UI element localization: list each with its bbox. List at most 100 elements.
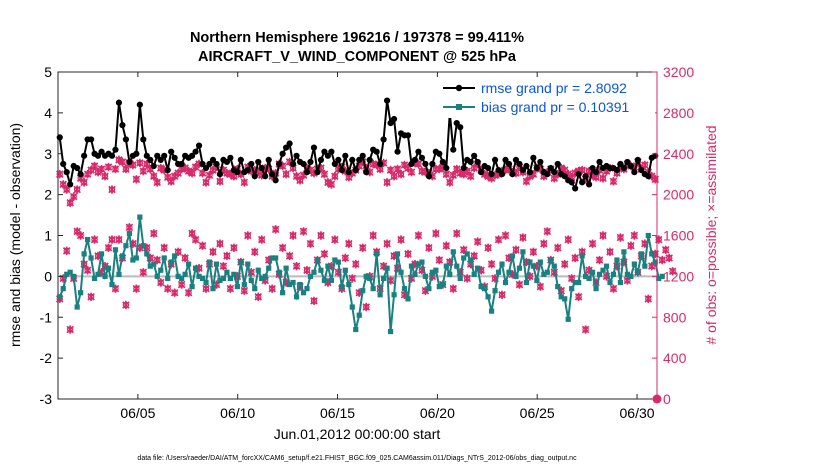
rmse-point: [453, 119, 460, 127]
y-tick-label: 3: [44, 146, 52, 162]
rmse-point: [429, 160, 436, 168]
rmse-point: [380, 136, 387, 143]
obs-high-point-ring: [80, 179, 88, 186]
left-y-axis: -3 -2 -1 0 1 2 3 4 5: [40, 64, 63, 407]
bias-point: [168, 259, 174, 265]
bias-point: [109, 281, 115, 288]
bias-point: [412, 271, 418, 277]
obs-low-point-ring: [655, 236, 662, 243]
rmse-point: [645, 173, 652, 180]
obs-low-point-ring: [624, 277, 631, 284]
obs-low-point-ring: [582, 326, 589, 333]
obs-high-point-ring: [446, 179, 453, 186]
bias-point: [405, 296, 411, 302]
bias-point: [569, 286, 575, 292]
bias-point: [273, 255, 279, 261]
bias-point: [227, 275, 233, 282]
obs-low-point-ring: [484, 244, 492, 251]
obs-low-point-ring: [450, 285, 457, 292]
rmse-point: [596, 158, 603, 166]
obs-low-point-ring: [453, 230, 460, 237]
bias-point: [98, 251, 105, 257]
bias-point: [269, 255, 275, 261]
rmse-point: [579, 179, 586, 186]
obs-high-point-ring: [154, 179, 161, 186]
obs-low-point-ring: [488, 260, 495, 268]
bias-point: [482, 286, 488, 292]
bias-point: [130, 257, 136, 263]
obs-low-point-ring: [363, 303, 370, 311]
bias-point: [649, 251, 655, 257]
bias-point: [158, 267, 164, 273]
bias-point: [645, 232, 651, 239]
rmse-point: [307, 158, 314, 166]
bias-point: [349, 304, 355, 310]
obs-high-point-ring: [610, 178, 617, 185]
bias-point: [478, 283, 484, 290]
legend: rmse grand pr = 2.8092 bias grand pr = 0…: [439, 78, 655, 118]
bias-point: [140, 243, 146, 249]
obs-low-point-ring: [181, 254, 189, 262]
bias-point: [318, 267, 324, 273]
bias-point: [617, 279, 624, 286]
bias-point: [335, 259, 341, 265]
rmse-point: [575, 171, 582, 178]
x-tick-label: 06/30: [620, 405, 655, 421]
bias-point: [311, 269, 317, 275]
rmse-point: [140, 136, 147, 143]
obs-high-point-ring: [87, 166, 95, 174]
bias-point: [370, 286, 376, 292]
bias-point: [433, 267, 439, 273]
obs-high-point-ring: [383, 179, 391, 186]
rmse-point: [161, 152, 168, 159]
bias-point: [238, 259, 244, 265]
rmse-point: [384, 97, 391, 104]
obs-low-point-ring: [192, 236, 199, 243]
obs-high-point-ring: [129, 161, 137, 169]
obs-high-point-ring: [122, 165, 130, 173]
obs-low-point-ring: [171, 289, 178, 296]
obs-low-point-ring: [227, 285, 234, 292]
rmse-point: [223, 158, 231, 166]
obs-low-point-ring: [157, 279, 164, 286]
rmse-point: [526, 169, 533, 176]
bias-point: [429, 269, 435, 275]
bias-point: [659, 273, 665, 279]
bias-point: [471, 271, 477, 277]
obs-low-point-ring: [174, 248, 182, 256]
bias-point: [607, 279, 613, 286]
bias-point: [300, 290, 307, 296]
rmse-point: [276, 160, 283, 168]
bias-point: [102, 273, 108, 279]
bias-point: [447, 271, 453, 277]
bias-point: [259, 275, 265, 282]
obs-low-point-ring: [544, 228, 551, 235]
bias-point: [325, 263, 331, 269]
obs-low-point-ring: [530, 248, 537, 256]
rmse-point: [561, 173, 568, 180]
y-tick-label: 5: [44, 64, 52, 80]
bias-point: [123, 243, 129, 249]
obs-low-point-ring: [258, 236, 265, 243]
obs-high-point-ring: [230, 173, 238, 180]
obs-low-point-ring: [596, 256, 603, 264]
obs-high-point-ring: [300, 172, 307, 179]
bias-point: [391, 292, 397, 298]
bias-point: [234, 283, 240, 290]
obs-low-point-ring: [669, 268, 676, 275]
rmse-point: [488, 171, 495, 178]
obs-low-point-ring: [255, 293, 262, 301]
y2-tick-label: 400: [663, 350, 687, 366]
rmse-point: [195, 142, 203, 149]
bias-point: [387, 328, 394, 335]
obs-low-point-ring: [150, 230, 157, 237]
obs-high-point-ring: [174, 169, 182, 177]
rmse-point: [484, 164, 492, 172]
y-tick-label: -2: [40, 350, 53, 366]
bias-point: [126, 230, 132, 237]
obs-low-point-ring: [91, 236, 98, 243]
obs-low-point-ring: [383, 240, 391, 247]
obs-low-point-ring: [244, 232, 251, 239]
obs-high-point-ring: [652, 176, 659, 183]
